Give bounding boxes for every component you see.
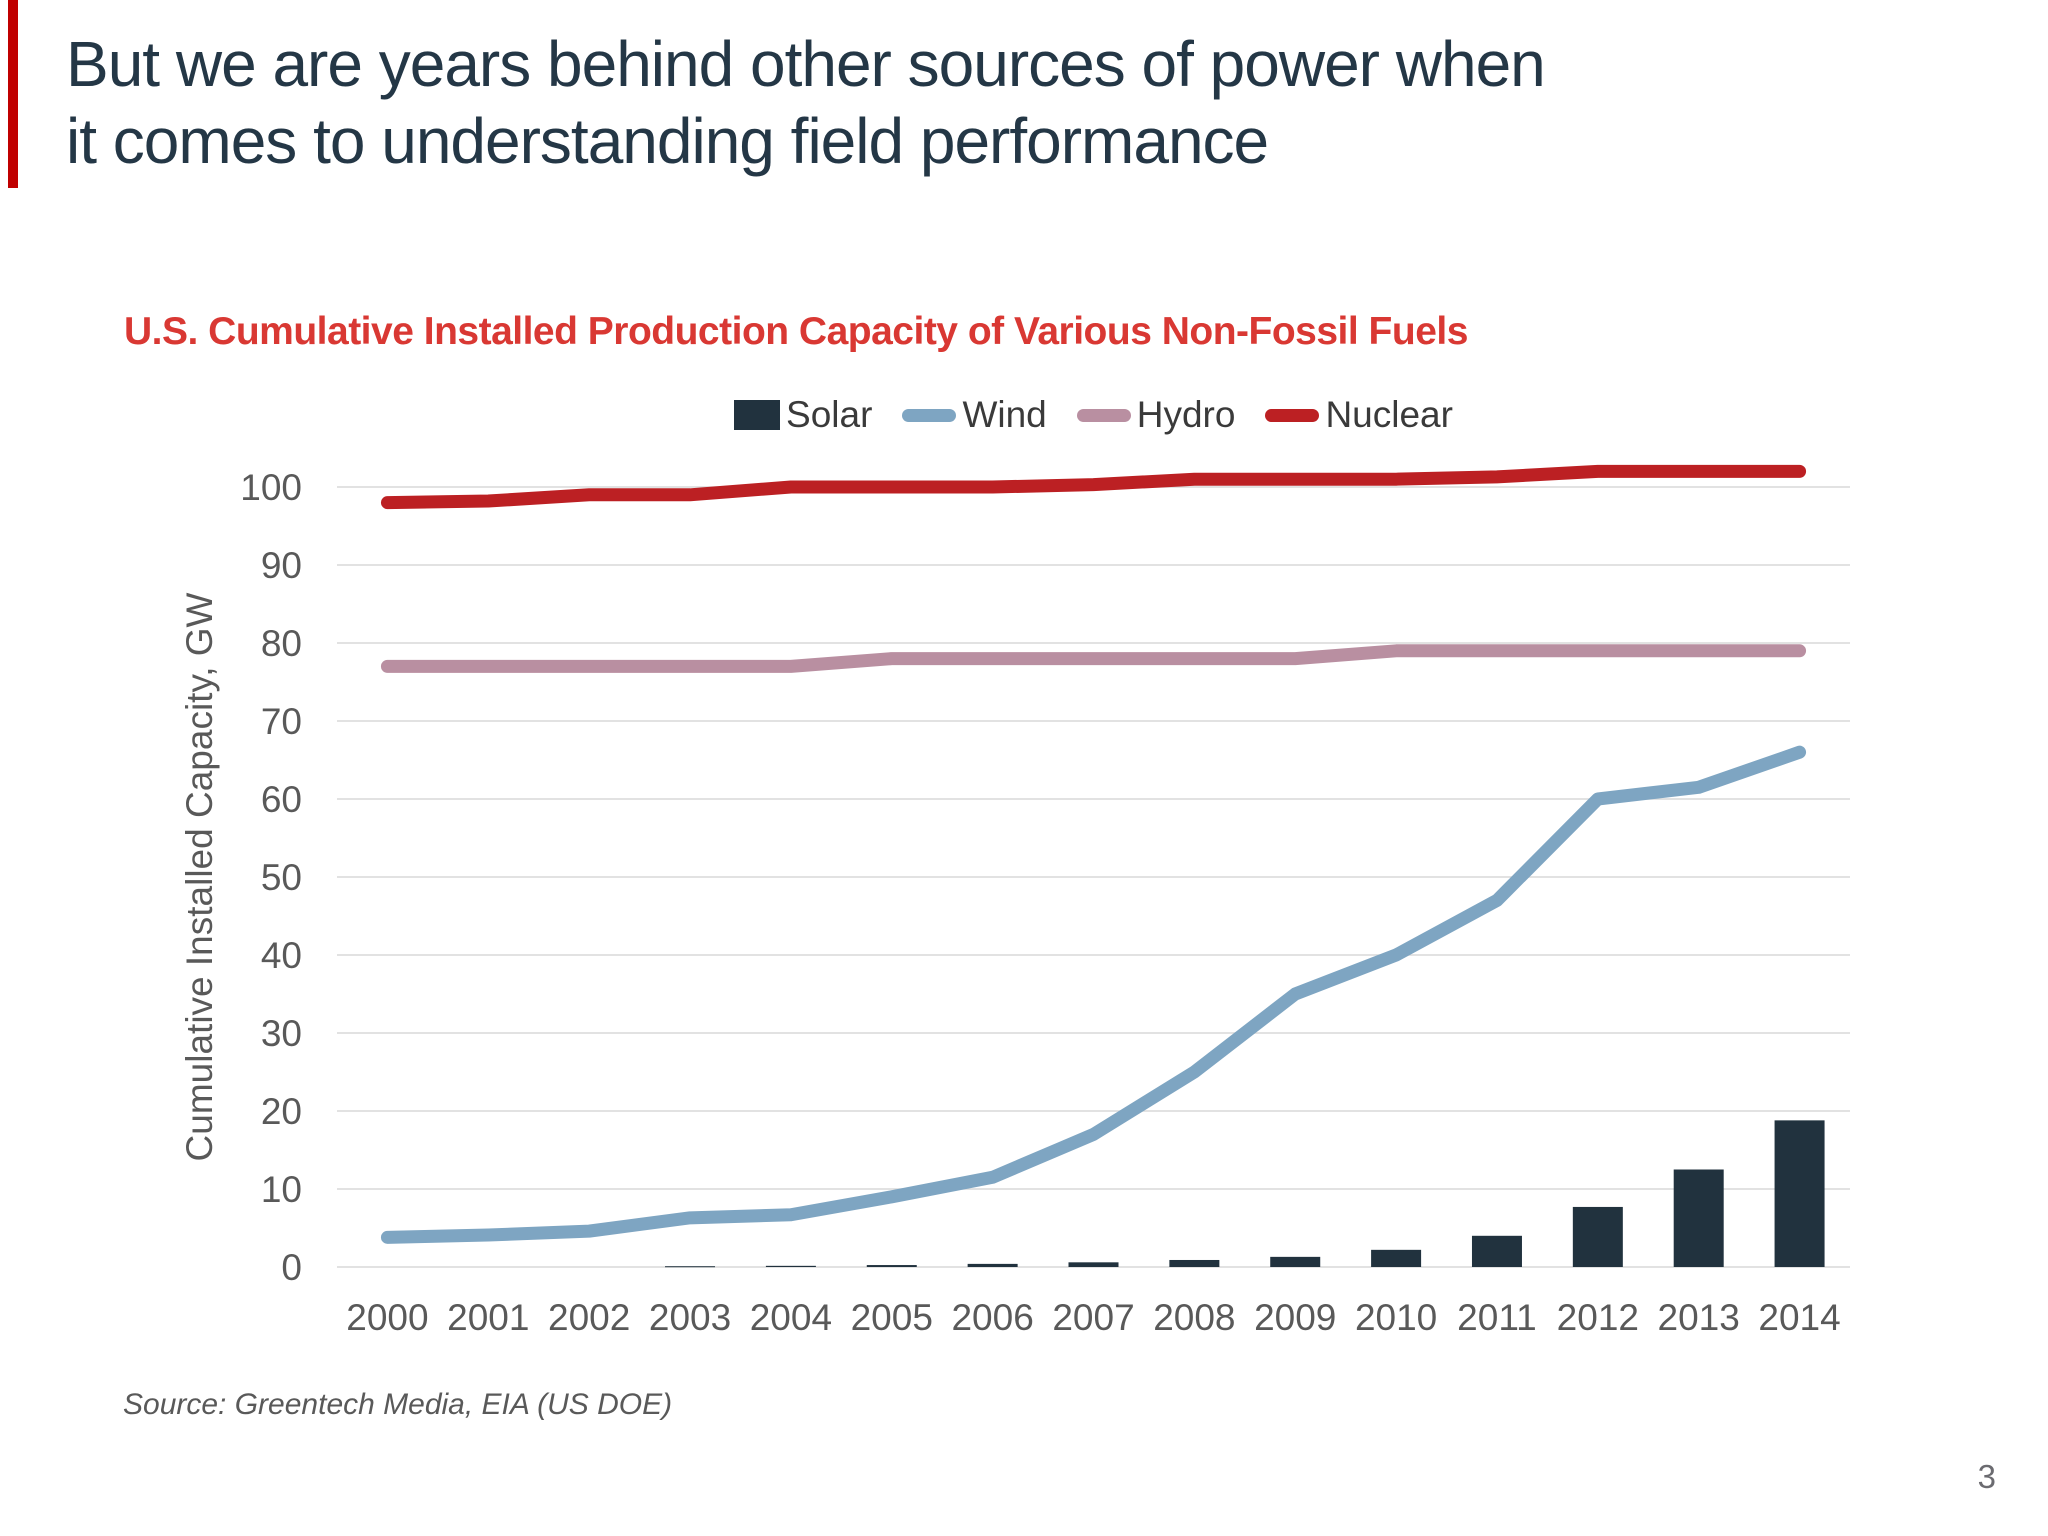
solar-bar-2006 [967,1263,1018,1267]
solar-bar-2008 [1169,1259,1220,1267]
x-tick-label: 2008 [1153,1297,1235,1338]
solar-bar-2014 [1774,1120,1825,1267]
y-tick-label: 100 [240,467,302,508]
legend-swatch-nuclear [1265,408,1320,422]
y-tick-label: 0 [281,1247,302,1288]
x-tick-label: 2001 [447,1297,529,1338]
page-number: 3 [1977,1458,1996,1495]
x-tick-label: 2002 [548,1297,630,1338]
hydro-line [380,644,1807,673]
solar-bar-2004 [765,1265,816,1267]
legend-label-solar: Solar [786,394,873,435]
accent-bar [8,0,18,188]
x-tick-label: 2010 [1355,1297,1437,1338]
x-tick-label: 2012 [1557,1297,1639,1338]
solar-bar-2010 [1371,1249,1422,1267]
wind-line [380,745,1807,1244]
x-tick-label: 2003 [649,1297,731,1338]
legend-label-wind: Wind [962,394,1047,435]
y-tick-label: 20 [261,1091,302,1132]
chart-title: U.S. Cumulative Installed Production Cap… [124,310,1468,353]
x-tick-label: 2009 [1254,1297,1336,1338]
solar-bar-2013 [1673,1169,1724,1267]
solar-bar-2007 [1068,1262,1119,1267]
legend-item-solar: Solar [734,394,872,436]
source-note: Source: Greentech Media, EIA (US DOE) [123,1388,673,1421]
y-tick-label: 30 [261,1013,302,1054]
solar-bar-2011 [1471,1235,1522,1267]
legend-item-nuclear: Nuclear [1265,394,1453,436]
y-tick-label: 70 [261,701,302,742]
y-tick-label: 50 [261,857,302,898]
legend-item-hydro: Hydro [1076,394,1236,436]
y-tick-label: 90 [261,545,302,586]
y-axis-title: Cumulative Installed Capacity, GW [179,592,220,1161]
nuclear-line [380,464,1807,510]
solar-bar-2003 [665,1266,716,1268]
y-tick-label: 60 [261,779,302,820]
y-tick-label: 80 [261,623,302,664]
solar-bar-2009 [1270,1256,1321,1267]
x-tick-label: 2005 [851,1297,933,1338]
x-tick-label: 2013 [1658,1297,1740,1338]
legend-label-nuclear: Nuclear [1325,394,1453,435]
x-tick-label: 2006 [951,1297,1033,1338]
x-tick-label: 2004 [750,1297,832,1338]
y-tick-label: 10 [261,1169,302,1210]
legend-swatch-solar [734,400,781,430]
slide-title-line1: But we are years behind other sources of… [66,28,1546,100]
x-tick-label: 2014 [1758,1297,1840,1338]
solar-bar-2005 [866,1265,917,1267]
x-tick-label: 2000 [346,1297,428,1338]
slide-title-line2: it comes to understanding field performa… [66,105,1269,177]
legend-swatch-hydro [1076,408,1131,422]
solar-bar-2012 [1572,1206,1623,1267]
slide-title: But we are years behind other sources of… [66,26,1966,180]
x-tick-label: 2007 [1052,1297,1134,1338]
x-tick-label: 2011 [1457,1297,1537,1338]
legend-swatch-wind [902,408,957,422]
y-tick-label: 40 [261,935,302,976]
chart-legend: Solar Wind Hydro Nuclear [337,394,1850,436]
legend-item-wind: Wind [902,394,1047,436]
legend-label-hydro: Hydro [1136,394,1236,435]
